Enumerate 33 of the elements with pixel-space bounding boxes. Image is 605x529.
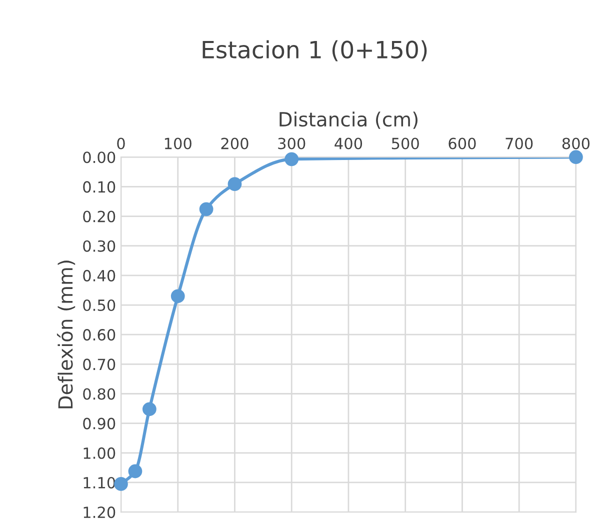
point bbox=[142, 402, 156, 416]
point bbox=[170, 289, 185, 304]
point bbox=[228, 177, 242, 191]
y-tick-label: 0.80 bbox=[83, 388, 116, 400]
y-tick-label: 1.10 bbox=[84, 476, 116, 489]
y-tick-label: 0.60 bbox=[83, 329, 116, 341]
y-tick-label: 1.20 bbox=[84, 506, 116, 518]
y-tick-label: 1.00 bbox=[84, 447, 116, 459]
x-tick-label: 100 bbox=[164, 138, 192, 150]
y-tick-label: 0.50 bbox=[83, 299, 116, 312]
x-tick-label: 500 bbox=[392, 138, 419, 150]
y-tick-label: 0.10 bbox=[83, 181, 116, 193]
x-tick-label: 700 bbox=[506, 138, 533, 150]
x-tick-label: 300 bbox=[278, 138, 306, 150]
x-tick-label: 400 bbox=[334, 138, 362, 150]
y-tick-label: 0.90 bbox=[83, 418, 116, 430]
point bbox=[114, 477, 128, 491]
point bbox=[128, 464, 142, 478]
y-axis-title: Deflexión (mm) bbox=[56, 260, 76, 408]
y-tick-label: 0.00 bbox=[83, 152, 116, 164]
x-tick-label: 200 bbox=[221, 138, 248, 150]
y-tick-label: 0.40 bbox=[83, 270, 116, 282]
x-tick-label: 0 bbox=[117, 138, 125, 150]
point bbox=[569, 150, 583, 164]
point bbox=[199, 202, 214, 216]
x-tick-label: 800 bbox=[562, 138, 590, 150]
point bbox=[284, 152, 299, 166]
x-tick-label: 600 bbox=[448, 138, 476, 150]
y-tick-label: 0.70 bbox=[83, 358, 116, 370]
y-tick-label: 0.20 bbox=[83, 210, 116, 222]
x-axis-title: Distancia (cm) bbox=[280, 112, 418, 129]
y-tick-label: 0.30 bbox=[83, 240, 116, 252]
chart-title: Estacion 1 (0+150) bbox=[202, 40, 427, 62]
